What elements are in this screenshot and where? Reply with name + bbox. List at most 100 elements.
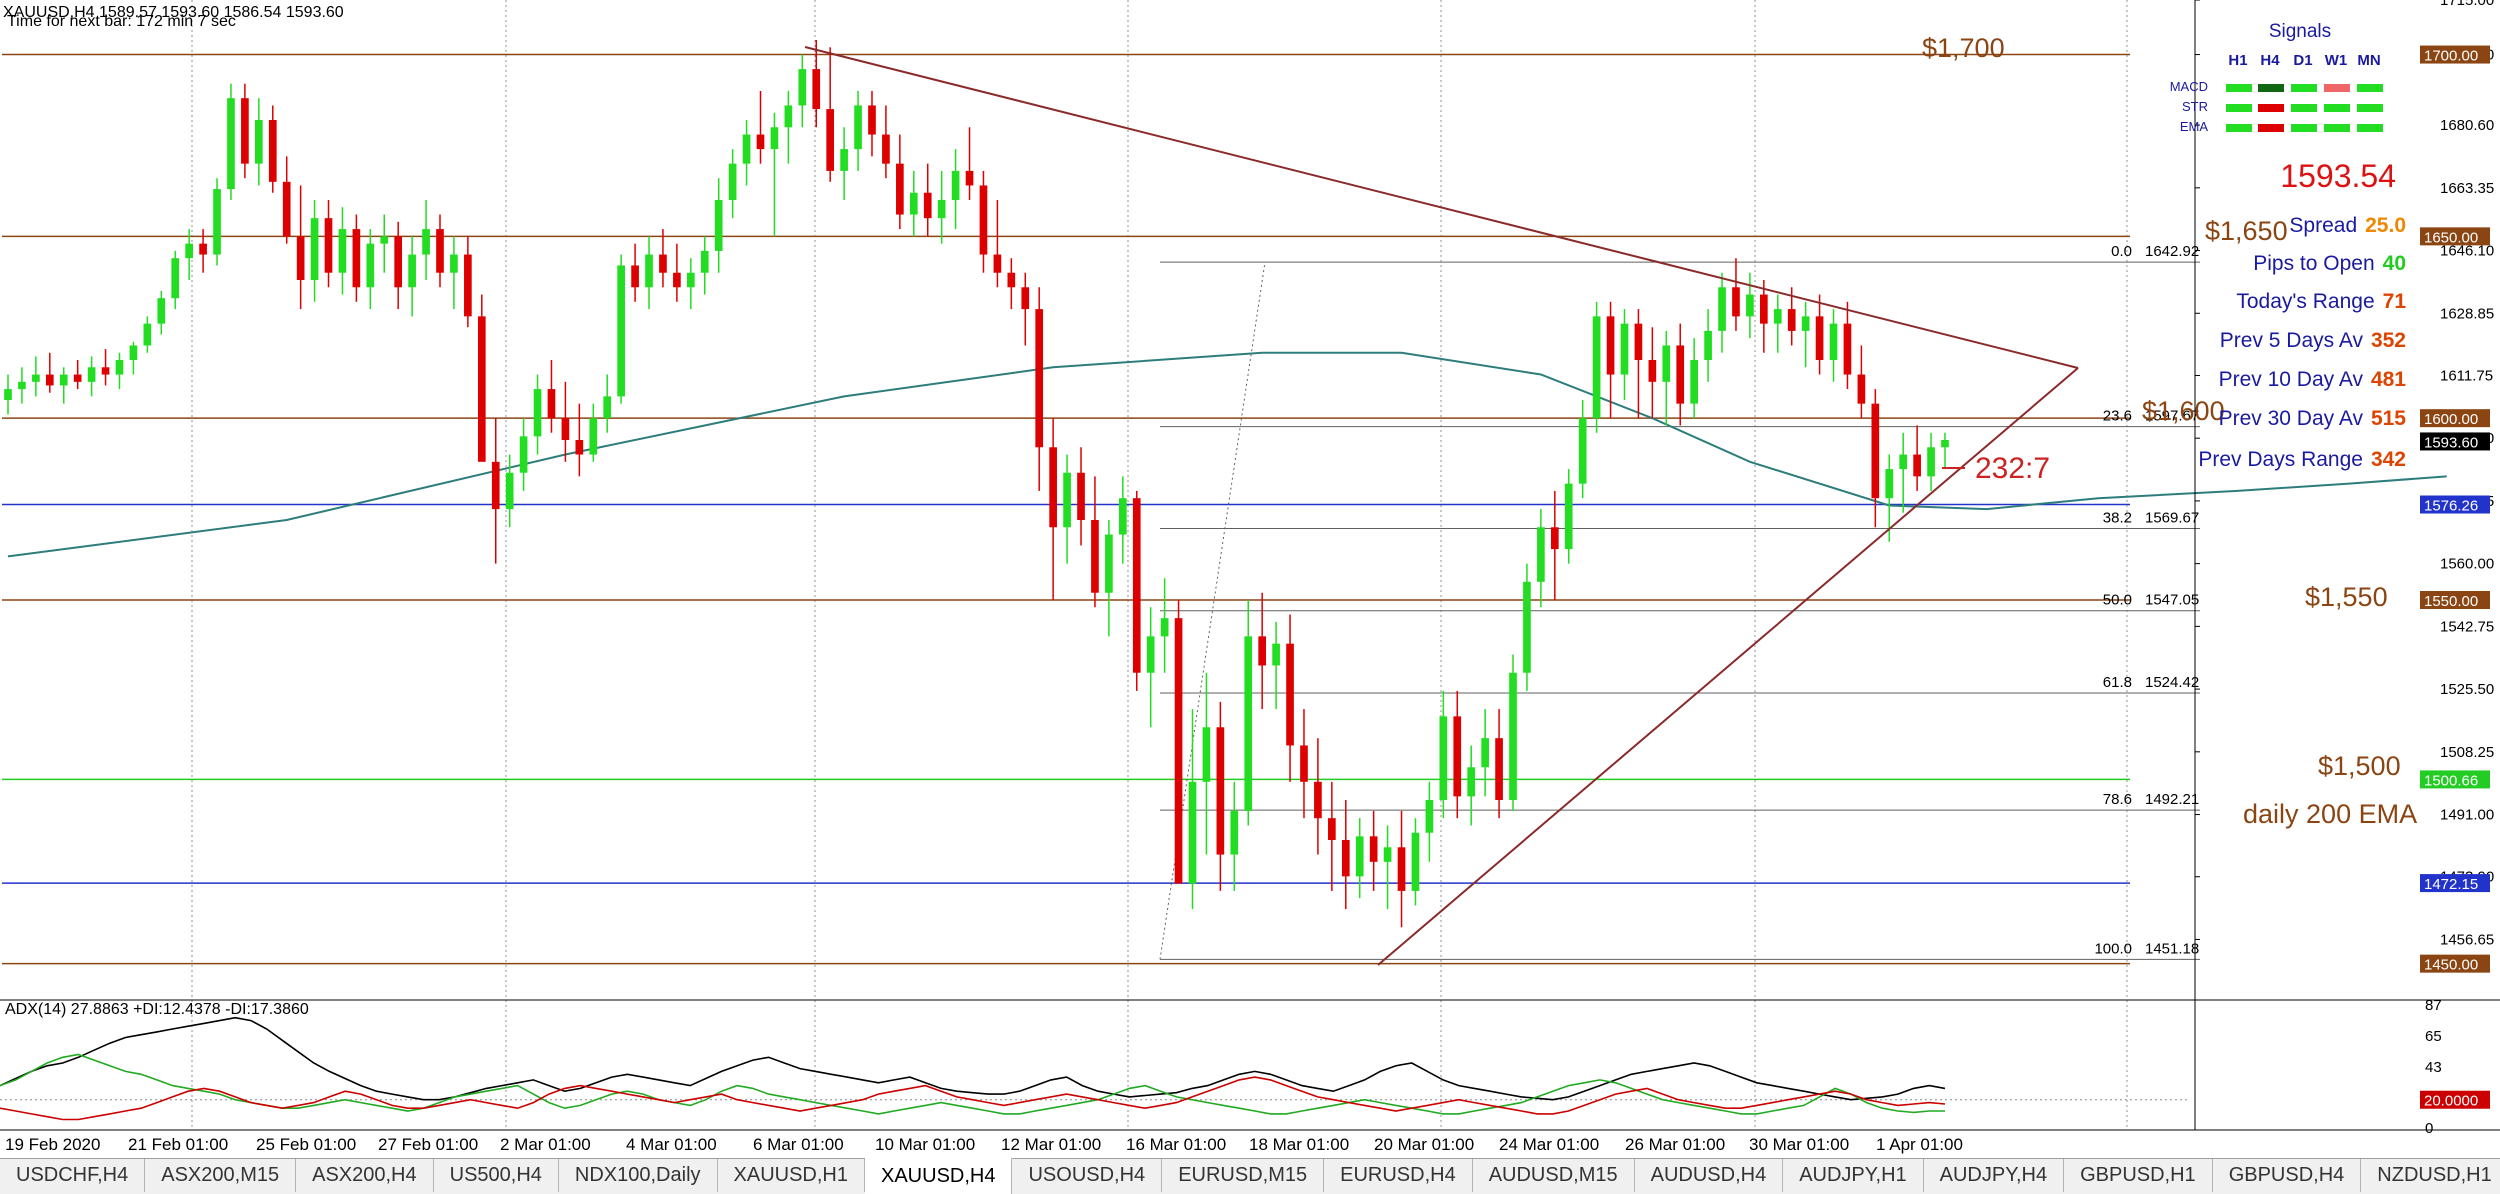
candle-body bbox=[505, 472, 514, 510]
chart-tab[interactable]: NZDUSD,H1 bbox=[2361, 1159, 2500, 1192]
candle-body bbox=[1760, 294, 1768, 324]
info-row: Pips to Open 40 bbox=[2253, 252, 2406, 275]
chart-tab[interactable]: AUDJPY,H1 bbox=[1783, 1159, 1924, 1192]
level-price-tag-text: 1650.00 bbox=[2424, 229, 2478, 246]
candle-body bbox=[826, 109, 835, 171]
candle-body bbox=[854, 105, 862, 150]
level-price-tag bbox=[2420, 591, 2490, 609]
candle-body bbox=[868, 105, 876, 135]
chart-tab[interactable]: ASX200,H4 bbox=[296, 1159, 434, 1192]
candle-body bbox=[213, 189, 221, 255]
price-axis[interactable]: 1715.00 1700.00 1680.60 1663.35 1646.10 1628.… bbox=[2194, 0, 2494, 1130]
axis-tick-label: 1646.10 bbox=[2440, 243, 2494, 260]
candle-body bbox=[1787, 309, 1796, 331]
fibo-ratio: 50.0 bbox=[2103, 592, 2132, 609]
time-label: 4 Mar 01:00 bbox=[626, 1135, 717, 1154]
level-label: $1,700 bbox=[1922, 33, 2005, 63]
candle-body bbox=[59, 374, 68, 386]
candle-body bbox=[464, 254, 472, 317]
level-price-tag bbox=[2420, 45, 2490, 64]
candle-body bbox=[700, 250, 709, 273]
symbol-header: XAUUSD,H4 1589.57 1593.60 1586.54 1593.6… bbox=[3, 4, 344, 21]
candle-body bbox=[673, 272, 681, 288]
candle-body bbox=[450, 254, 458, 273]
candle-body bbox=[157, 298, 166, 324]
candlesticks bbox=[4, 40, 1949, 928]
time-label: 18 Mar 01:00 bbox=[1249, 1135, 1349, 1154]
adx-line bbox=[0, 1016, 1946, 1101]
level-label: $1,550 bbox=[2305, 582, 2388, 612]
axis-tick-label: 1456.65 bbox=[2440, 931, 2494, 948]
signal-row-label: EMA bbox=[2180, 119, 2209, 134]
signal-cell bbox=[2324, 104, 2350, 112]
candle-body bbox=[115, 360, 124, 375]
fibonacci-retracement[interactable]: 0.0 1642.92 23.6 1597.67 38.2 1569.67 50.0 1547… bbox=[1159, 243, 2200, 960]
chart-tab[interactable]: AUDUSD,M15 bbox=[1473, 1159, 1635, 1192]
candle-body bbox=[1300, 745, 1308, 782]
signal-cell bbox=[2258, 124, 2284, 132]
candle-body bbox=[1132, 498, 1141, 673]
signal-cell bbox=[2357, 104, 2383, 112]
candle-body bbox=[1927, 447, 1935, 477]
fibo-ratio: 23.6 bbox=[2103, 408, 2132, 425]
chart-tab[interactable]: USDCHF,H4 bbox=[0, 1159, 146, 1192]
candle-body bbox=[1718, 287, 1726, 331]
time-label: 26 Mar 01:00 bbox=[1625, 1135, 1725, 1154]
candle-body bbox=[645, 254, 653, 288]
candle-body bbox=[1829, 323, 1838, 360]
pips-label: 232:7 bbox=[1975, 452, 2050, 485]
chart-tab[interactable]: US500,H4 bbox=[434, 1159, 559, 1192]
candle-body bbox=[45, 374, 54, 386]
candle-body bbox=[338, 229, 347, 273]
candle-body bbox=[1286, 643, 1294, 746]
candle-body bbox=[1077, 472, 1085, 520]
candle-body bbox=[951, 170, 960, 200]
candle-body bbox=[1244, 636, 1253, 811]
chart-tab[interactable]: XAUUSD,H1 bbox=[718, 1159, 865, 1192]
level-price-tag bbox=[2420, 409, 2490, 428]
chart-tab[interactable]: AUDJPY,H4 bbox=[1924, 1159, 2065, 1192]
candle-body bbox=[1634, 323, 1643, 360]
fibo-price: 1524.42 bbox=[2145, 674, 2199, 691]
candle-body bbox=[589, 418, 598, 455]
fibo-ratio: 0.0 bbox=[2111, 243, 2132, 260]
chart-tab[interactable]: ASX200,M15 bbox=[145, 1159, 297, 1192]
axis-tick-label: 1680.60 bbox=[2440, 117, 2494, 134]
fibo-price: 1451.18 bbox=[2145, 940, 2199, 957]
level-price-tag-text: 1500.66 bbox=[2424, 772, 2478, 789]
candle-body bbox=[1662, 345, 1671, 382]
info-panel: Spread 25.0 Pips to Open 40 Today's Range 71 P… bbox=[2198, 214, 2406, 471]
adx-level-tag bbox=[2420, 1090, 2490, 1109]
candle-body bbox=[1843, 323, 1852, 375]
chart-tab[interactable]: NDX100,Daily bbox=[559, 1159, 718, 1192]
candle-body bbox=[1913, 454, 1921, 477]
adx-subwindow: 87654320.0000020.0000 bbox=[0, 997, 2490, 1137]
candle-body bbox=[1411, 832, 1420, 891]
candle-body bbox=[1871, 403, 1880, 499]
candle-body bbox=[296, 236, 305, 280]
fibo-ratio: 38.2 bbox=[2103, 509, 2132, 526]
chart-tab[interactable]: XAUUSD,H4 bbox=[865, 1157, 1013, 1194]
adx-level-text: 20.0000 bbox=[2424, 1093, 2478, 1110]
candle-body bbox=[352, 229, 361, 288]
chart-area[interactable]: 0.0 1642.92 23.6 1597.67 38.2 1569.67 50.0 1547… bbox=[0, 0, 2500, 1158]
chart-tab[interactable]: GBPUSD,H1 bbox=[2064, 1159, 2213, 1192]
candle-body bbox=[101, 367, 110, 375]
candle-body bbox=[631, 265, 639, 288]
candle-body bbox=[1578, 418, 1587, 484]
chart-tab[interactable]: EURUSD,H4 bbox=[1324, 1159, 1473, 1192]
level-label: $1,500 bbox=[2318, 751, 2401, 781]
fibo-price: 1492.21 bbox=[2145, 791, 2199, 808]
candle-body bbox=[533, 389, 542, 437]
candle-body bbox=[1425, 800, 1434, 833]
chart-tab[interactable]: USOUSD,H4 bbox=[1012, 1159, 1163, 1192]
chart-tab[interactable]: GBPUSD,H4 bbox=[2213, 1159, 2362, 1192]
candle-body bbox=[1369, 836, 1378, 862]
info-row: Today's Range 71 bbox=[2236, 290, 2406, 313]
chart-tab[interactable]: AUDUSD,H4 bbox=[1635, 1159, 1784, 1192]
candle-body bbox=[575, 440, 584, 455]
candle-body bbox=[1397, 847, 1406, 891]
chart-tab[interactable]: EURUSD,M15 bbox=[1162, 1159, 1325, 1192]
candle-body bbox=[798, 69, 807, 106]
level-price-tag bbox=[2420, 227, 2490, 246]
